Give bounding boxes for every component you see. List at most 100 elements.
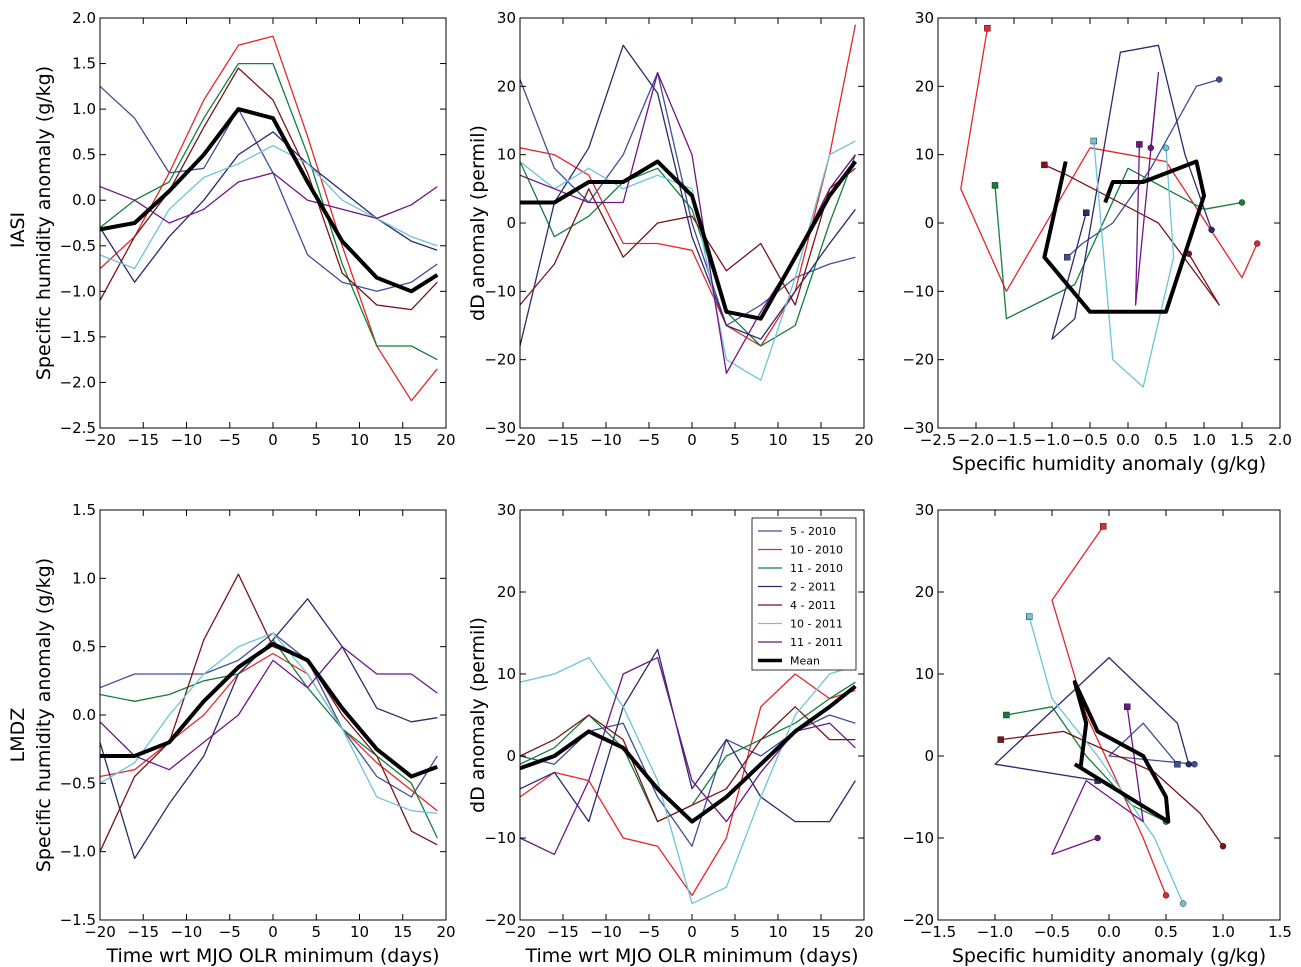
series-line-4-2011 (100, 67, 438, 311)
x-tick-label: −5 (219, 431, 241, 449)
series-line-5-2010 (520, 714, 856, 847)
plot-frame (99, 17, 447, 429)
y-axis-label: dD anomaly (permil) (467, 617, 489, 813)
y-tick-label: 0.0 (72, 191, 96, 209)
legend-label: 11 - 2011 (790, 636, 843, 649)
x-tick-label: 1.5 (1268, 923, 1292, 941)
y-axis-label: dD anomaly (permil) (467, 125, 489, 321)
x-tick-label: 0.0 (1116, 431, 1140, 449)
x-tick-label: 0 (687, 923, 697, 941)
x-tick-label: 10 (350, 431, 369, 449)
x-tick-label: 5 (730, 431, 740, 449)
legend-label: 4 - 2011 (790, 599, 836, 612)
y-tick-label: −1.0 (60, 282, 96, 300)
y-tick-label: 2.0 (72, 9, 96, 27)
x-tick-label: 0 (268, 431, 278, 449)
y-tick-label: 0.5 (72, 638, 96, 656)
x-tick-label: −10 (590, 923, 622, 941)
x-tick-label: −20 (504, 923, 536, 941)
x-tick-label: 1.0 (1192, 431, 1216, 449)
series-line-2-2011 (520, 648, 856, 823)
y-tick-label: −10 (484, 829, 516, 847)
series-line-10-2010 (520, 24, 857, 347)
y-tick-label: −30 (484, 419, 516, 437)
x-tick-label: 20 (436, 923, 455, 941)
x-tick-label: −5 (638, 923, 660, 941)
series-line-10-2011 (1028, 616, 1184, 904)
x-tick-label: −5 (219, 923, 241, 941)
series-group (100, 35, 439, 402)
y-tick-label: 20 (915, 583, 934, 601)
series-line-11-2011 (100, 172, 438, 224)
end-marker (1253, 240, 1261, 247)
x-tick-label: −15 (547, 923, 579, 941)
x-axis-label: Specific humidity anomaly (g/kg) (952, 453, 1266, 475)
y-tick-label: 20 (915, 77, 934, 95)
end-marker (1238, 199, 1246, 206)
x-tick-label: 5 (311, 431, 321, 449)
y-tick-label: −1.5 (60, 328, 96, 346)
y-tick-label: 30 (497, 501, 516, 519)
legend-label: 10 - 2010 (790, 544, 843, 557)
x-tick-label: −1.0 (1034, 431, 1070, 449)
y-tick-label: −20 (902, 351, 934, 369)
end-marker (1208, 226, 1215, 234)
plot-frame (937, 17, 1281, 429)
x-tick-label: −20 (84, 431, 116, 449)
y-tick-label: 30 (915, 501, 934, 519)
series-line-2-2011 (1051, 44, 1213, 340)
x-tick-label: 10 (350, 923, 369, 941)
end-marker (1215, 76, 1223, 83)
y-tick-label: 20 (497, 583, 516, 601)
x-tick-label: −0.5 (1034, 923, 1070, 941)
x-tick-label: −1.5 (920, 923, 956, 941)
start-marker (997, 736, 1004, 743)
x-tick-label: 5 (311, 923, 321, 941)
series-line-11-2010 (100, 62, 438, 361)
series-line-11-2011 (520, 72, 856, 374)
y-tick-label: 30 (915, 9, 934, 27)
y-tick-label: 0 (506, 747, 516, 765)
y-tick-label: −2.5 (60, 419, 96, 437)
chart-iasi-scatter: −2.5 −2.0 −1.5 −1.0 −0.5 0.0 0.5 1.0 1.5 2.0 −30 −2… (902, 9, 1292, 475)
x-tick-label: 0 (687, 431, 697, 449)
x-tick-label: −20 (504, 431, 536, 449)
x-tick-label: 15 (393, 923, 412, 941)
chart-iasi-q: −20 −15 −10 −5 0 5 10 15 20 −2.5 −2.0 −1.5 −1.0 −0.5 0… (33, 9, 456, 449)
series-line-Mean (100, 641, 438, 779)
end-marker (1162, 144, 1170, 152)
series-line-4-2011 (520, 167, 856, 306)
series-line-10-2011 (520, 656, 856, 905)
series-line-5-2010 (1066, 78, 1220, 258)
x-tick-label: 0.5 (1154, 923, 1178, 941)
y-tick-label: 10 (915, 665, 934, 683)
x-tick-label: −1.5 (996, 431, 1032, 449)
end-marker (1191, 761, 1198, 768)
x-tick-label: −10 (171, 923, 203, 941)
x-tick-label: −2.5 (920, 431, 956, 449)
start-marker (1136, 141, 1143, 148)
end-marker (1185, 761, 1193, 768)
start-marker (1003, 711, 1010, 719)
series-line-10-2010 (1051, 526, 1167, 896)
start-marker (1174, 761, 1181, 768)
series-line-11-2011 (100, 646, 438, 771)
series-group (994, 523, 1227, 907)
series-line-11-2010 (1006, 706, 1167, 823)
x-axis-label: Time wrt MJO OLR minimum (days) (524, 945, 858, 967)
y-tick-label: −0.5 (60, 774, 96, 792)
legend-label: 10 - 2011 (790, 618, 843, 631)
y-tick-label: −10 (484, 282, 516, 300)
x-tick-label: −20 (84, 923, 116, 941)
x-tick-label: 10 (768, 923, 787, 941)
series-line-Mean (100, 107, 439, 294)
row-label-lmdz: LMDZ (7, 708, 29, 763)
series-line-11-2011 (520, 656, 856, 856)
x-axis-label: Time wrt MJO OLR minimum (days) (105, 945, 439, 967)
x-tick-label: 2.0 (1268, 431, 1292, 449)
end-marker (1162, 892, 1170, 899)
start-marker (1041, 161, 1048, 169)
y-tick-label: −0.5 (60, 237, 96, 255)
